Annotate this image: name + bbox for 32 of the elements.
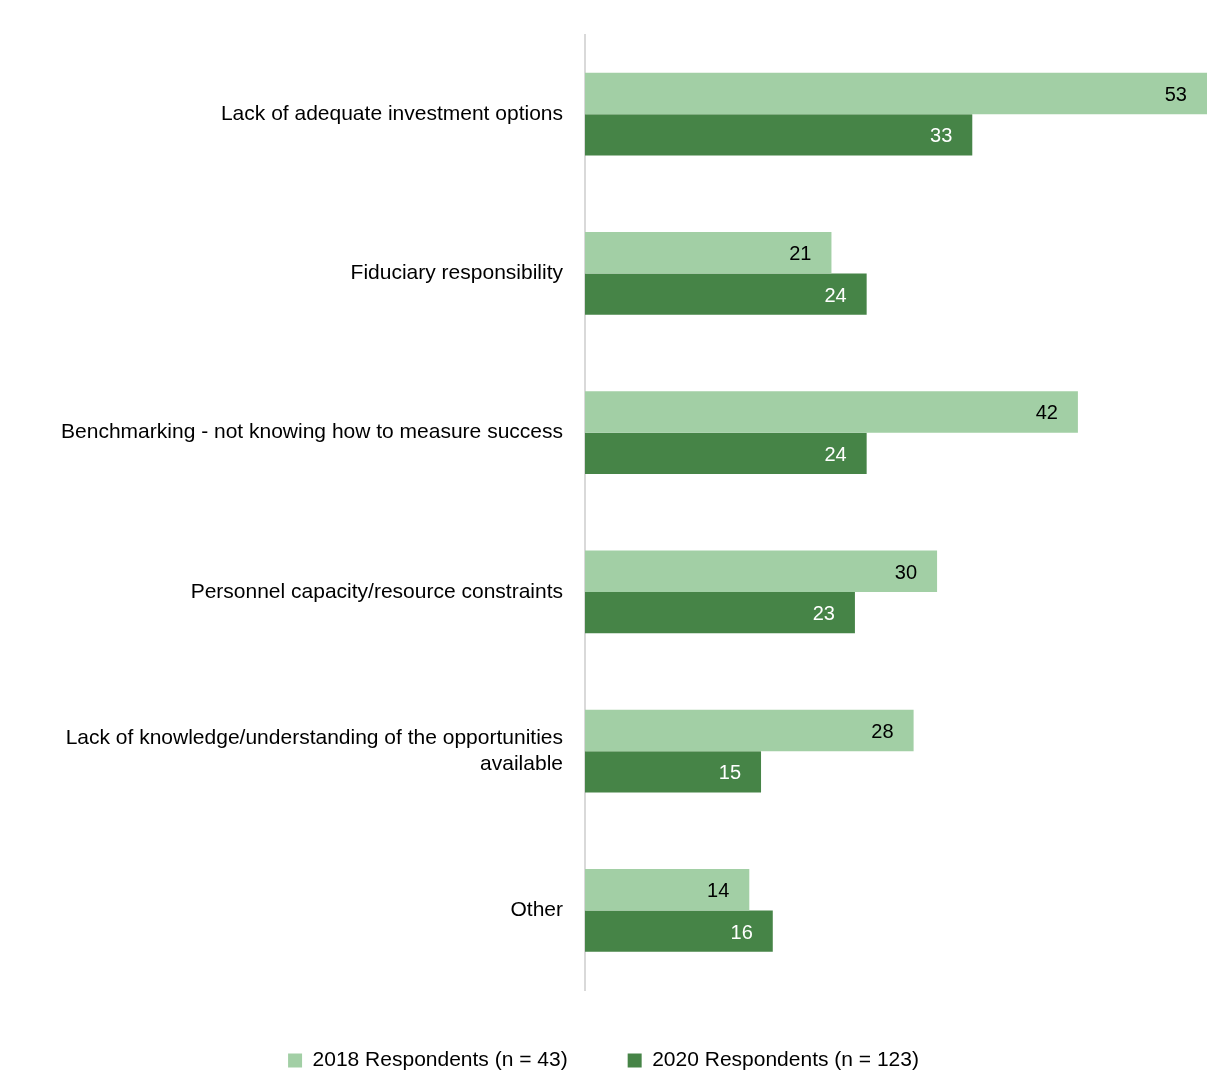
data-label: 21 xyxy=(789,242,812,265)
bar xyxy=(585,550,938,592)
legend-label: 2018 Respondents (n = 43) xyxy=(312,1047,568,1071)
y-tick-label: Benchmarking - not knowing how to measure success xyxy=(61,419,563,443)
bar xyxy=(585,868,750,911)
bar xyxy=(585,432,867,475)
bar xyxy=(585,709,914,752)
data-label: 42 xyxy=(1035,401,1058,424)
data-label: 14 xyxy=(707,879,730,902)
bar xyxy=(585,114,973,156)
data-label: 24 xyxy=(824,283,847,306)
data-label: 33 xyxy=(930,124,953,147)
y-tick-label: Lack of adequate investment options xyxy=(220,101,563,125)
y-tick-label: Other xyxy=(510,897,563,921)
data-label: 16 xyxy=(730,920,753,943)
bar xyxy=(585,591,855,634)
bar xyxy=(585,72,1207,115)
bar xyxy=(585,232,832,274)
bar xyxy=(585,910,773,952)
data-label: 15 xyxy=(718,761,742,784)
y-tick-label: Lack of knowledge/understanding of the opportunities available xyxy=(65,725,563,774)
data-label: 23 xyxy=(812,602,835,625)
y-tick-label: Personnel capacity/resource constraints xyxy=(190,578,563,602)
data-label: 30 xyxy=(894,560,918,583)
data-label: 53 xyxy=(1164,83,1187,106)
bar xyxy=(585,751,762,793)
legend-label: 2020 Respondents (n = 123) xyxy=(652,1047,919,1071)
y-tick-label: Fiduciary responsibility xyxy=(350,260,564,284)
bar xyxy=(585,273,867,315)
bar xyxy=(585,391,1078,433)
data-label: 24 xyxy=(824,442,847,465)
data-label: 28 xyxy=(871,719,894,742)
